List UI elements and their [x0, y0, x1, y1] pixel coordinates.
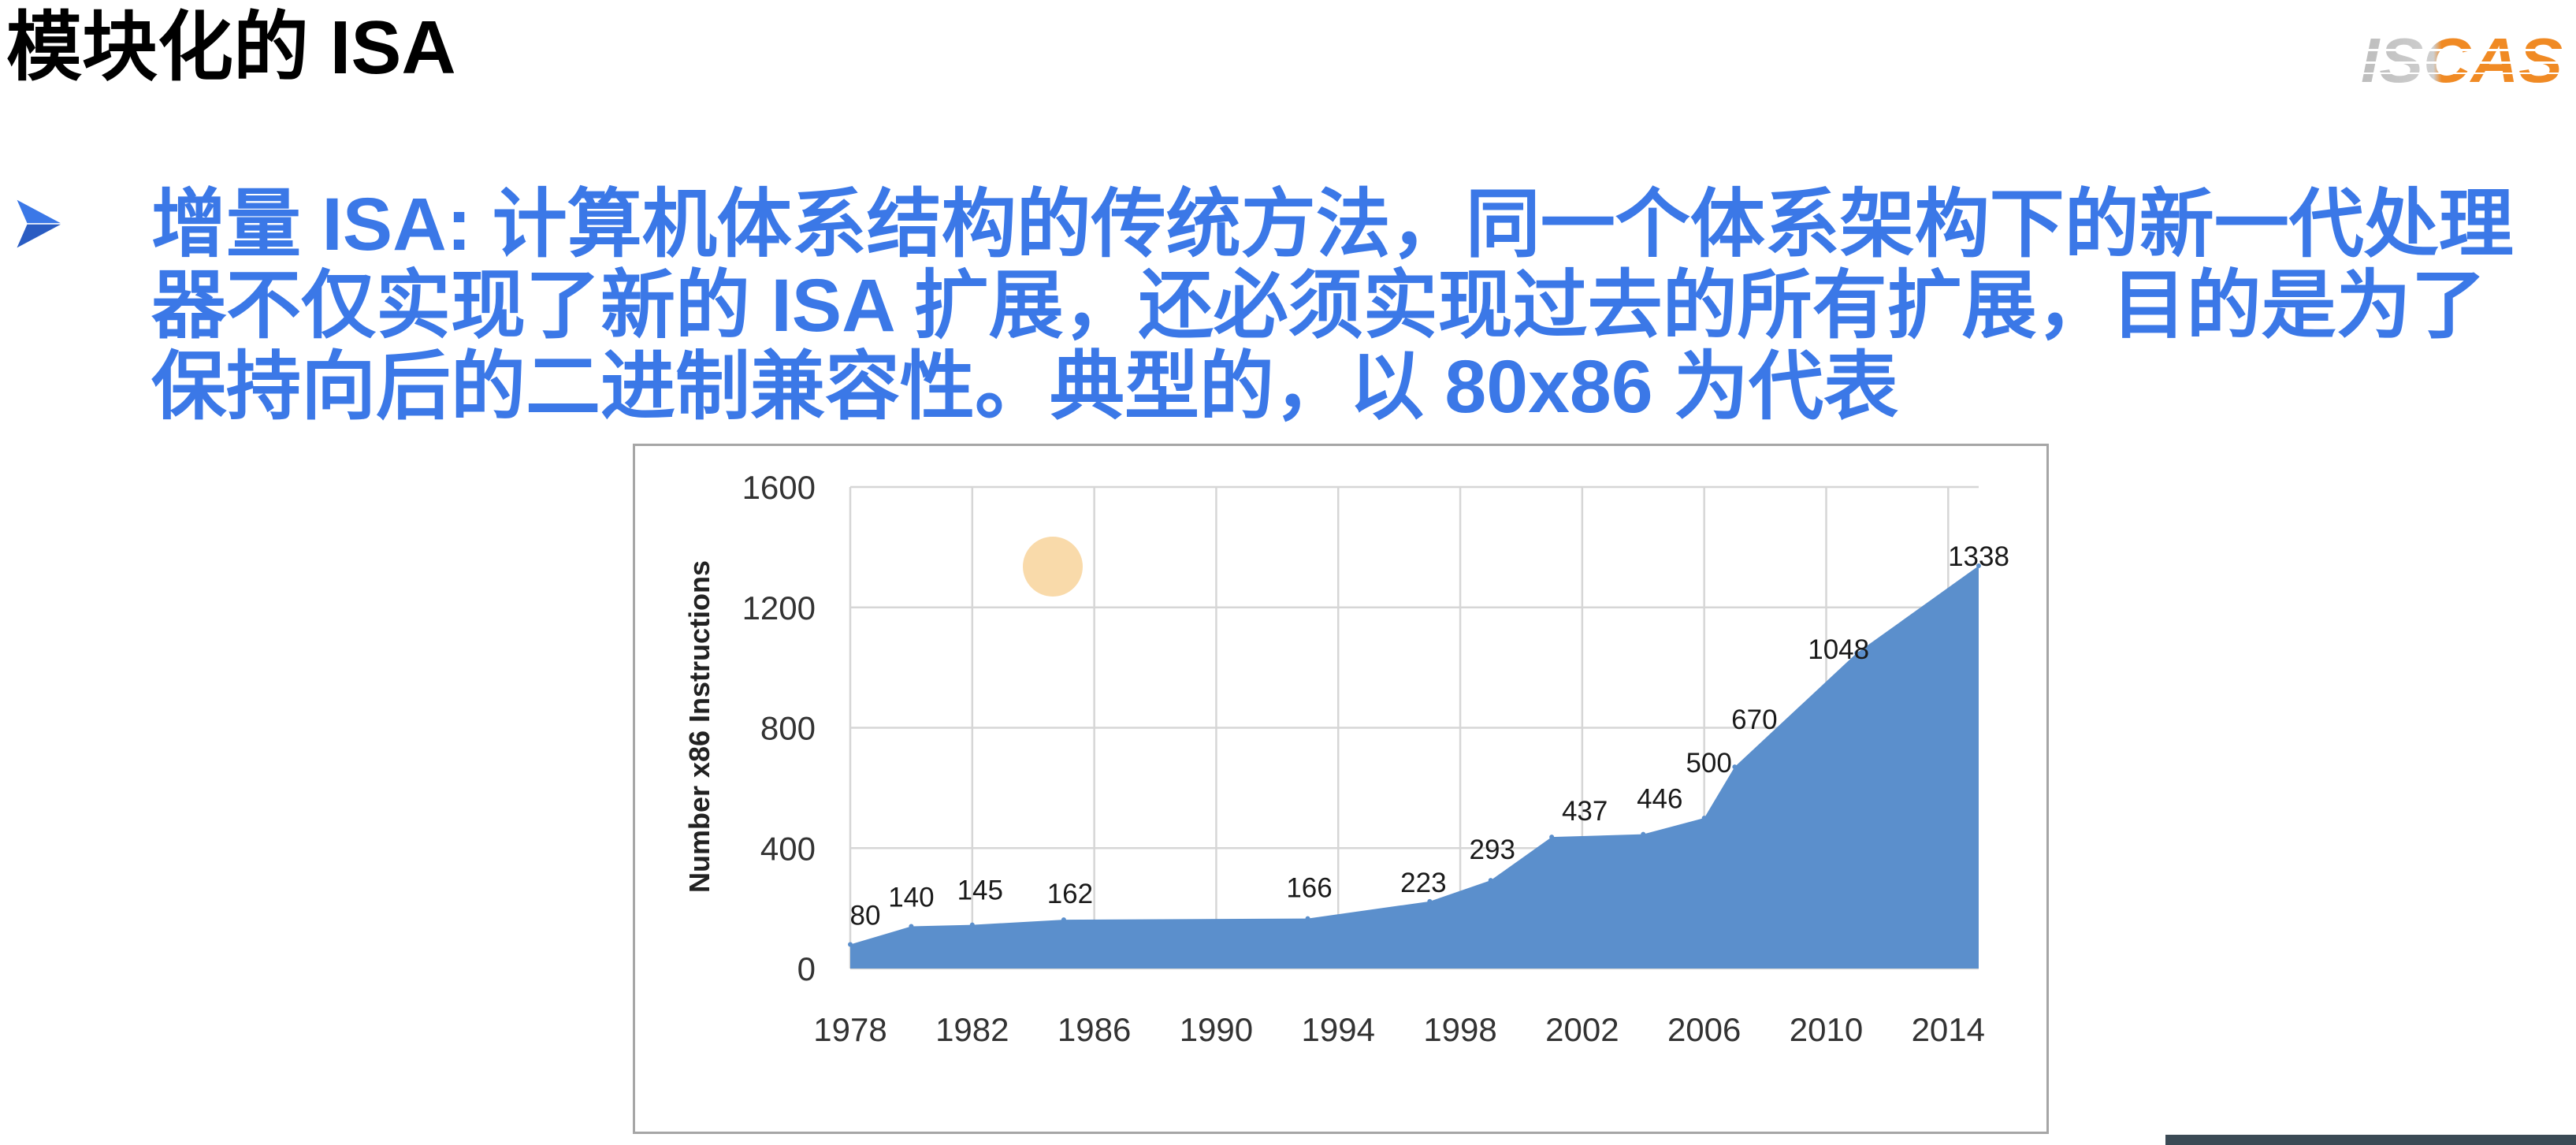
- x-tick-label: 1986: [1058, 1011, 1131, 1048]
- x-tick-label: 1982: [935, 1011, 1009, 1048]
- data-label: 1338: [1948, 541, 2009, 572]
- cursor-highlight: [1023, 537, 1083, 597]
- bullet-line: 增量 ISA: 计算机体系结构的传统方法，同一个体系架构下的新一代处理: [151, 183, 2514, 266]
- bullet-line: 器不仅实现了新的 ISA 扩展，还必须实现过去的所有扩展，目的是为了: [151, 264, 2486, 348]
- y-tick-label: 1200: [742, 589, 816, 626]
- data-label: 437: [1562, 796, 1608, 827]
- data-point: [969, 922, 975, 928]
- data-point: [1427, 898, 1433, 904]
- data-label: 293: [1470, 835, 1515, 865]
- data-label: 670: [1731, 704, 1777, 735]
- y-tick-label: 1600: [742, 469, 816, 506]
- data-label: 166: [1286, 873, 1332, 904]
- data-point: [848, 942, 853, 947]
- data-label: 1048: [1808, 634, 1869, 665]
- bullet-text: 增量 ISA: 计算机体系结构的传统方法，同一个体系架构下的新一代处理 器不仅实…: [151, 184, 2514, 428]
- x-tick-label: 2006: [1667, 1011, 1741, 1048]
- data-point: [1305, 916, 1310, 921]
- slide-title: 模块化的 ISA: [6, 6, 456, 90]
- y-tick-label: 400: [760, 830, 816, 867]
- data-point: [1976, 563, 1981, 569]
- data-point: [1701, 816, 1707, 821]
- data-label: 500: [1686, 748, 1731, 779]
- axis-layer: 0 400 800 1200 1600 1978 1982 1986 1990 1994 1998 2…: [742, 469, 1985, 1048]
- data-label: 80: [850, 900, 881, 931]
- x-tick-label: 2014: [1912, 1011, 1985, 1048]
- data-point: [1854, 650, 1860, 656]
- y-axis-title: Number x86 Instructions: [683, 560, 716, 893]
- data-point: [909, 924, 914, 929]
- data-label: 446: [1637, 784, 1682, 815]
- data-point: [1488, 878, 1493, 883]
- data-label: 162: [1047, 879, 1093, 909]
- x-tick-label: 1994: [1302, 1011, 1375, 1048]
- x-tick-label: 1998: [1423, 1011, 1496, 1048]
- x-tick-label: 2010: [1790, 1011, 1863, 1048]
- data-point: [1061, 917, 1066, 923]
- series-area: [850, 566, 1979, 968]
- y-tick-label: 0: [797, 950, 816, 987]
- logo-speed-lines: [2356, 49, 2569, 74]
- logo-text: ISCAS: [2361, 25, 2563, 93]
- data-label: 140: [888, 883, 934, 913]
- x-tick-label: 1990: [1180, 1011, 1253, 1048]
- data-label: 223: [1400, 868, 1446, 898]
- y-tick-label: 800: [760, 710, 816, 747]
- data-point: [1732, 764, 1738, 770]
- data-point: [1549, 835, 1555, 840]
- arrowhead-bullet-icon: [14, 197, 64, 251]
- data-label: 145: [957, 875, 1003, 906]
- x-tick-label: 2002: [1545, 1011, 1619, 1048]
- data-layer: [848, 563, 1981, 968]
- x-tick-label: 1978: [813, 1011, 887, 1048]
- corner-bar: [2165, 1135, 2576, 1145]
- bullet-line: 保持向后的二进制兼容性。典型的，以 80x86 为代表: [151, 345, 1898, 429]
- chart-frame: 0 400 800 1200 1600 1978 1982 1986 1990 1994 1998 2…: [633, 444, 2049, 1134]
- iscas-logo: ISCAS: [2356, 25, 2569, 93]
- data-point: [1641, 831, 1646, 837]
- chart-svg: 0 400 800 1200 1600 1978 1982 1986 1990 1994 1998 2…: [683, 469, 2009, 1048]
